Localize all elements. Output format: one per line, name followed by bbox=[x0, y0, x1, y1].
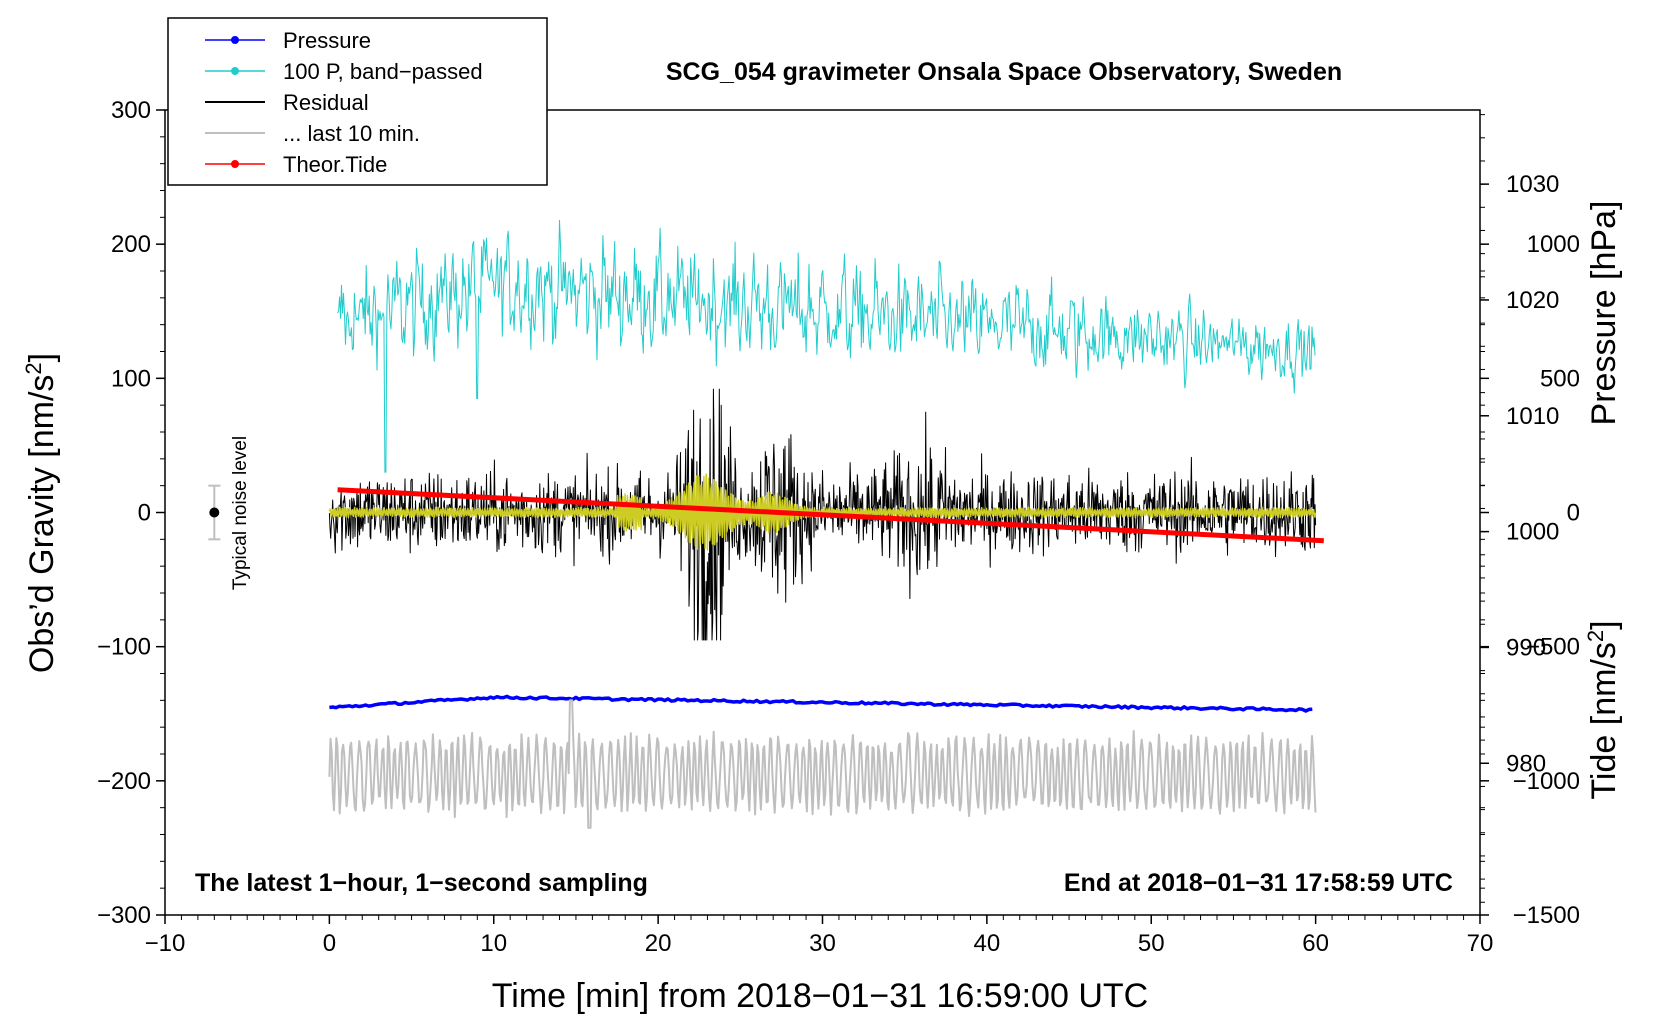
x-tick-label: 60 bbox=[1302, 930, 1329, 957]
tide-axis-title-end: ] bbox=[1585, 620, 1623, 629]
y-axis-title: Obs’d Gravity [nm/s2] bbox=[21, 353, 61, 673]
tide-tick-label: 0 bbox=[1567, 500, 1580, 527]
legend-label-theor-tide: Theor.Tide bbox=[283, 152, 387, 177]
tide-tick-label: −1000 bbox=[1513, 768, 1580, 795]
series-last-10-min bbox=[328, 699, 1317, 829]
pressure-tick-label: 1020 bbox=[1506, 287, 1559, 314]
x-tick-label: 10 bbox=[480, 930, 507, 957]
y-tick-label: −200 bbox=[97, 768, 151, 795]
tide-tick-label: 1000 bbox=[1527, 231, 1580, 258]
data-layer bbox=[208, 219, 1324, 829]
x-tick-label: 30 bbox=[809, 930, 836, 957]
y-tick-label: −100 bbox=[97, 634, 151, 661]
legend-label-band-passed: 100 P, band−passed bbox=[283, 59, 483, 84]
y-tick-label: −300 bbox=[97, 902, 151, 929]
legend-label-residual: Residual bbox=[283, 90, 369, 115]
legend-marker-band-passed bbox=[231, 67, 239, 75]
y-tick-label: 100 bbox=[111, 365, 151, 392]
bottom-left-note: The latest 1−hour, 1−second sampling bbox=[195, 869, 648, 897]
series-residual bbox=[328, 388, 1317, 641]
chart-title: SCG_054 gravimeter Onsala Space Observat… bbox=[666, 58, 1342, 86]
y-tick-label: 300 bbox=[111, 97, 151, 124]
legend-label-pressure: Pressure bbox=[283, 28, 371, 53]
pressure-tick-label: 980 bbox=[1506, 750, 1546, 777]
y-axis-title-end: ] bbox=[23, 353, 61, 362]
series-pressure bbox=[329, 694, 1313, 713]
y-tick-label: 0 bbox=[138, 500, 151, 527]
y-axis-title-main: Obs’d Gravity [nm/s bbox=[23, 375, 61, 674]
x-tick-label: 0 bbox=[323, 930, 336, 957]
pressure-tick-label: 1030 bbox=[1506, 171, 1559, 198]
x-tick-label: 40 bbox=[974, 930, 1001, 957]
series-band-passed-pressure bbox=[337, 219, 1316, 473]
noise-center-dot bbox=[209, 507, 220, 518]
tide-axis-title-sup: 2 bbox=[1583, 630, 1608, 642]
y-tick-label: 200 bbox=[111, 231, 151, 258]
series-residual-smoothed bbox=[328, 473, 1317, 551]
pressure-axis-title: Pressure [hPa] bbox=[1585, 201, 1623, 426]
pressure-tick-label: 1010 bbox=[1506, 403, 1559, 430]
pressure-tick-label: 990 bbox=[1506, 634, 1546, 661]
tide-axis-title-main: Tide [nm/s bbox=[1585, 642, 1623, 799]
noise-level-label: Typical noise level bbox=[230, 436, 251, 590]
x-axis-title: Time [min] from 2018−01−31 16:59:00 UTC bbox=[492, 977, 1148, 1015]
series-theor-tide bbox=[337, 487, 1324, 544]
x-tick-label: −10 bbox=[145, 930, 186, 957]
bottom-right-note: End at 2018−01−31 17:58:59 UTC bbox=[1064, 869, 1453, 897]
legend: Pressure 100 P, band−passed Residual ...… bbox=[167, 17, 548, 186]
pressure-tick-label: 1000 bbox=[1506, 519, 1559, 546]
tide-axis-title: Tide [nm/s2] bbox=[1583, 620, 1623, 799]
axes-layer: −10 0 10 20 30 40 50 60 70−300−200−1000100200300… bbox=[97, 97, 1580, 957]
legend-box bbox=[167, 17, 548, 186]
x-tick-label: 70 bbox=[1467, 930, 1494, 957]
tide-tick-label: 500 bbox=[1540, 365, 1580, 392]
y-axis-title-sup: 2 bbox=[21, 362, 46, 374]
tide-tick-label: −1500 bbox=[1513, 902, 1580, 929]
x-tick-label: 50 bbox=[1138, 930, 1165, 957]
legend-marker-pressure bbox=[231, 36, 239, 44]
legend-label-last-10-min: ... last 10 min. bbox=[283, 121, 420, 146]
tide-tick-label: −500 bbox=[1526, 634, 1580, 661]
legend-marker-theor-tide bbox=[231, 160, 239, 168]
x-tick-label: 20 bbox=[645, 930, 672, 957]
